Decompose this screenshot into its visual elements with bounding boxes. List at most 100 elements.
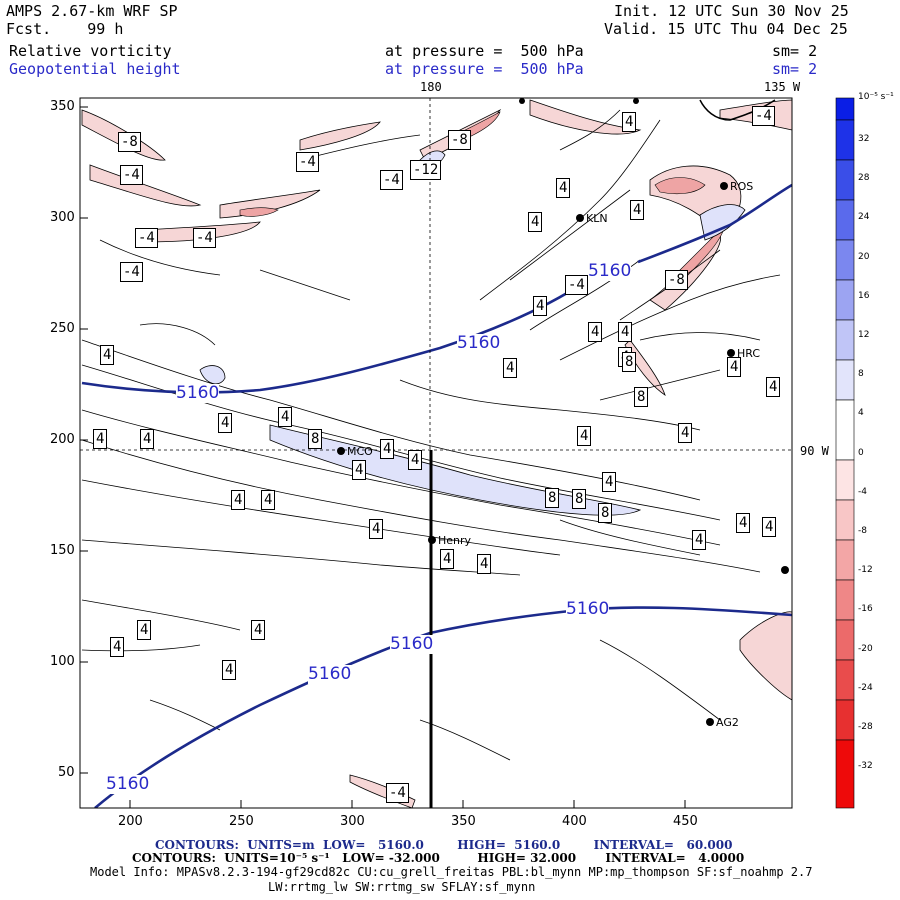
vorticity-contour-label: 4 [528, 212, 543, 232]
forecast-hour: Fcst. 99 h [6, 20, 124, 38]
vorticity-contour-label: 4 [622, 112, 637, 132]
vorticity-contour-label: -8 [448, 130, 471, 150]
station-label: MCO [347, 445, 373, 458]
vorticity-contour-label: -12 [410, 160, 442, 180]
vorticity-contour-label: 4 [261, 490, 276, 510]
vorticity-contour-label: -4 [752, 106, 775, 126]
x-tick-label: 250 [229, 814, 254, 829]
colorbar-tick-label: -24 [858, 682, 873, 693]
valid-time: Valid. 15 UTC Thu 04 Dec 25 [604, 20, 848, 38]
vorticity-contour-label: 4 [218, 413, 233, 433]
x-tick-label: 350 [451, 814, 476, 829]
field2-smooth: sm= 2 [772, 60, 818, 78]
vorticity-contour-label: 4 [766, 377, 781, 397]
station-label: ROS [730, 180, 754, 193]
field1-name: Relative vorticity [9, 42, 172, 60]
vorticity-contour-label: 4 [692, 530, 707, 550]
x-tick-label: 200 [118, 814, 143, 829]
y-tick-label: 200 [50, 432, 75, 447]
vorticity-contour-label: -4 [386, 783, 409, 803]
vorticity-contour-label: 4 [380, 439, 395, 459]
station-markers [337, 98, 789, 726]
vorticity-contour-label: 8 [308, 429, 323, 449]
vorticity-contour-label: 4 [222, 660, 237, 680]
vorticity-contour-label: 4 [408, 450, 423, 470]
y-tick-label: 150 [50, 543, 75, 558]
height-contour-label: 5160 [566, 599, 610, 619]
vorticity-contour-label: 4 [602, 472, 617, 492]
footer-model-info: Model Info: MPASv8.2.3-194-gf29cd82c CU:… [90, 865, 813, 879]
colorbar-tick-label: -16 [858, 604, 873, 615]
colorbar [835, 97, 855, 809]
init-time: Init. 12 UTC Sun 30 Nov 25 [614, 2, 849, 20]
vorticity-contour-label: 4 [110, 637, 125, 657]
vorticity-contour-label: 4 [556, 178, 571, 198]
vorticity-contour-label: -4 [120, 165, 143, 185]
y-tick-label: 100 [50, 654, 75, 669]
station-label: AG2 [716, 716, 739, 729]
colorbar-tick-label: -32 [858, 761, 873, 772]
vorticity-contour-label: 4 [762, 517, 777, 537]
vorticity-contour-label: 4 [369, 519, 384, 539]
height-contour-label: 5160 [588, 261, 632, 281]
colorbar-tick-label: 12 [858, 330, 870, 340]
y-tick-label: 300 [50, 210, 75, 225]
colorbar-tick-label: 16 [858, 290, 870, 301]
vorticity-contour-label: 4 [618, 322, 633, 342]
colorbar-tick-label: -28 [858, 722, 873, 732]
vorticity-contour-label: 4 [736, 513, 751, 533]
x-tick-label: 450 [673, 814, 698, 829]
vorticity-contour-label: 8 [634, 387, 649, 407]
colorbar-tick-label: 28 [858, 173, 870, 184]
colorbar-tick-label: 32 [858, 134, 870, 144]
field1-level: at pressure = 500 hPa [385, 42, 584, 60]
vorticity-contour-label: 8 [572, 489, 587, 509]
vorticity-contour-label: 4 [93, 429, 108, 449]
colorbar-unit: 10⁻⁵ s⁻¹ [858, 92, 894, 102]
colorbar-tick-label: 8 [858, 369, 864, 380]
colorbar-tick-label: -20 [858, 643, 873, 654]
vorticity-contour-label: 4 [140, 429, 155, 449]
vorticity-contour-label: 4 [630, 200, 645, 220]
vorticity-contour-label: 4 [577, 426, 592, 446]
height-contour-label: 5160 [390, 634, 434, 654]
colorbar-tick-label: 24 [858, 212, 870, 223]
field2-level: at pressure = 500 hPa [385, 60, 584, 78]
colorbar-tick-label: 20 [858, 251, 870, 262]
plot-frame [79, 97, 793, 809]
vorticity-contour-label: -8 [118, 132, 141, 152]
vorticity-contour-label: 4 [100, 345, 115, 365]
height-contour-label: 5160 [308, 664, 352, 684]
vorticity-contour-label: 4 [588, 322, 603, 342]
colorbar-tick-label: -8 [858, 526, 867, 536]
lon-label-180: 180 [420, 80, 442, 94]
footer-model-info-2: LW:rrtmg_lw SW:rrtmg_sw SFLAY:sf_mynn [268, 880, 536, 894]
vorticity-contour-label: 4 [477, 554, 492, 574]
y-tick-label: 50 [58, 765, 75, 780]
station-label: KLN [586, 212, 608, 225]
vorticity-contour-label: 4 [278, 407, 293, 427]
y-tick-label: 250 [50, 321, 75, 336]
height-contour-label: 5160 [106, 774, 150, 794]
x-tick-label: 300 [340, 814, 365, 829]
vorticity-contour-label: -4 [193, 228, 216, 248]
colorbar-tick-label: -12 [858, 565, 873, 576]
vorticity-contour-label: 4 [533, 296, 548, 316]
colorbar-tick-label: 0 [858, 447, 864, 458]
lat-lon-gridlines [80, 98, 792, 451]
height-contour-label: 5160 [457, 333, 501, 353]
y-tick-label: 350 [50, 99, 75, 114]
vorticity-contour-label: -4 [565, 275, 588, 295]
footer-contours-vorticity: CONTOURS: UNITS=10⁻⁵ s⁻¹ LOW= -32.000 HI… [132, 851, 745, 865]
lon-label-135w: 135 W [764, 80, 801, 94]
colorbar-tick-label: -4 [858, 486, 867, 497]
height-contour-label: 5160 [176, 383, 220, 403]
colorbar-tick-label: 4 [858, 408, 864, 419]
vorticity-contour-label: -4 [380, 170, 403, 190]
lon-label-90w: 90 W [800, 444, 829, 458]
vorticity-contour-label: 4 [727, 357, 742, 377]
vorticity-contour-label: 8 [622, 352, 637, 372]
vorticity-contour-label: 4 [251, 620, 266, 640]
station-label: HRC [737, 347, 761, 360]
field1-smooth: sm= 2 [772, 42, 818, 60]
